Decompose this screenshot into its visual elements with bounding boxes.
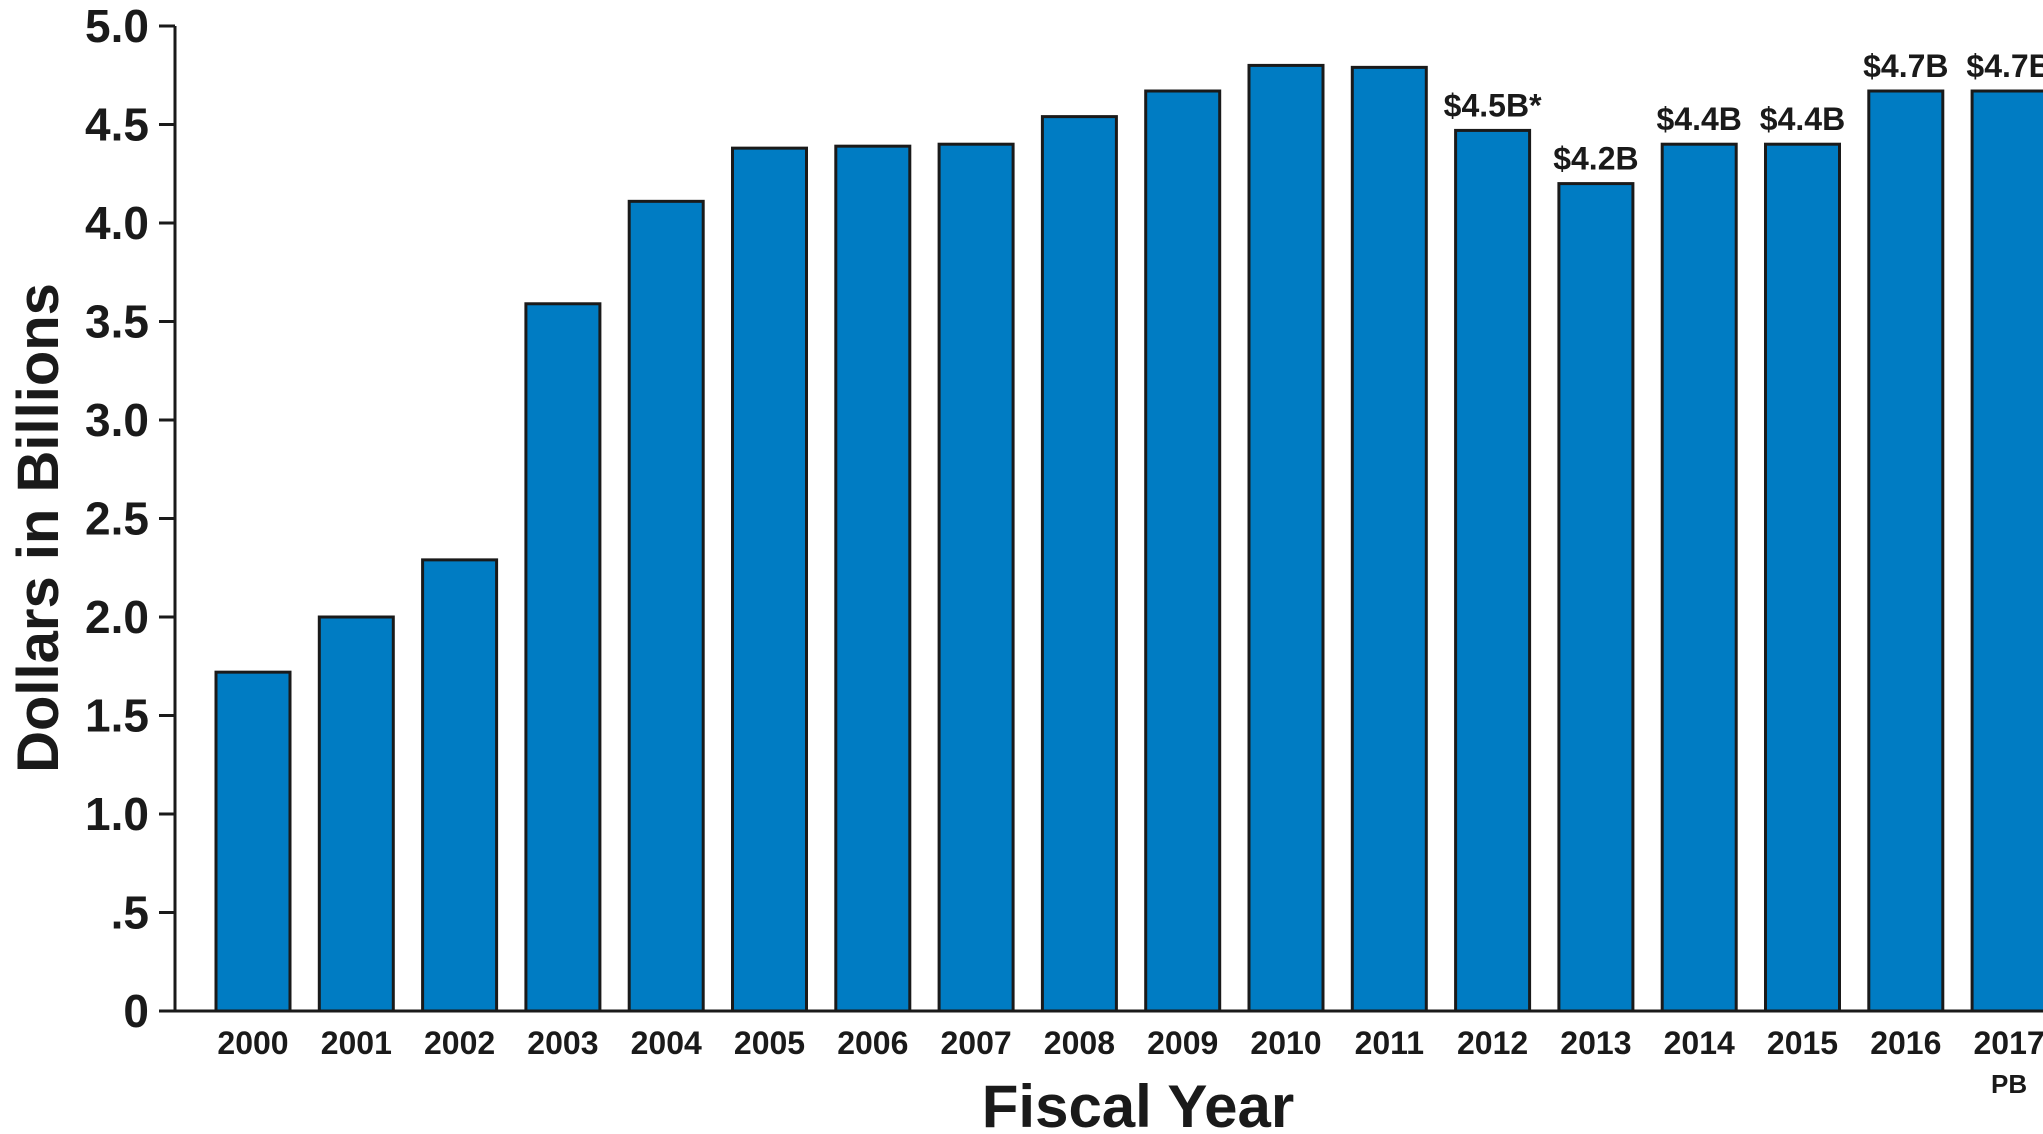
y-axis-title: Dollars in Billions <box>6 283 71 773</box>
x-axis: 2000 2001 2002 2003 2004 2005 2006 2007 2008 2009… <box>175 1009 2043 1099</box>
data-label: $4.2B <box>1553 141 1638 177</box>
bar-2006 <box>834 144 912 1013</box>
x-tick-label: 2008 <box>1044 1025 1115 1061</box>
y-tick-label: 3.0 <box>85 394 149 446</box>
bar-2012 <box>1454 128 1532 1013</box>
x-tick-label: 2010 <box>1250 1025 1321 1061</box>
x-tick-label: 2006 <box>837 1025 908 1061</box>
x-tick-label: 2013 <box>1560 1025 1631 1061</box>
data-label: $4.4B <box>1657 101 1742 137</box>
x-tick-label: 2007 <box>941 1025 1012 1061</box>
y-tick-label: 1.0 <box>85 788 149 840</box>
y-tick-label: .5 <box>111 887 149 939</box>
y-tick-label: 3.5 <box>85 296 149 348</box>
bar-2008 <box>1040 115 1118 1013</box>
x-tick-label: 2002 <box>424 1025 495 1061</box>
bar-2015 <box>1764 142 1841 1013</box>
bar-2013 <box>1557 182 1635 1013</box>
x-tick-label: 2015 <box>1767 1025 1838 1061</box>
x-tick-label: 2011 <box>1355 1025 1424 1061</box>
data-label: $4.5B* <box>1444 87 1542 123</box>
bar-2009 <box>1144 89 1222 1013</box>
x-tick-sublabel: PB <box>1991 1069 2027 1099</box>
x-axis-title: Fiscal Year <box>982 1073 1294 1134</box>
bar-2011 <box>1350 65 1428 1013</box>
x-tick-label: 2017 <box>1974 1025 2043 1061</box>
x-tick-label: 2005 <box>734 1025 805 1061</box>
bar-2002 <box>421 558 499 1013</box>
data-label: $4.7B <box>1966 48 2043 84</box>
y-tick-label: 4.5 <box>85 99 149 151</box>
x-tick-label: 2001 <box>321 1025 392 1061</box>
bar-2000 <box>214 670 292 1013</box>
y-tick-label: 2.0 <box>85 591 149 643</box>
bar-2017 <box>1970 89 2043 1013</box>
bar-2005 <box>731 146 808 1013</box>
y-tick-label: 1.5 <box>85 690 149 742</box>
x-tick-label: 2016 <box>1870 1025 1941 1061</box>
bar-2010 <box>1247 63 1325 1013</box>
y-tick-label: 4.0 <box>85 197 149 249</box>
data-label: $4.7B <box>1863 48 1948 84</box>
y-axis: 0 .5 1.0 1.5 2.0 2.5 3.0 3.5 4.0 4.5 5.0 <box>85 0 177 1037</box>
x-tick-label: 2009 <box>1147 1025 1218 1061</box>
x-tick-label: 2012 <box>1457 1025 1528 1061</box>
bar-2004 <box>627 199 705 1013</box>
y-tick-label: 2.5 <box>85 493 149 545</box>
bar-2016 <box>1867 89 1945 1013</box>
y-tick-label: 0 <box>123 985 149 1037</box>
y-tick-label: 5.0 <box>85 0 149 52</box>
bar-2014 <box>1660 142 1738 1013</box>
bars-group <box>214 63 2043 1013</box>
x-tick-label: 2004 <box>631 1025 702 1061</box>
x-tick-label: 2003 <box>527 1025 598 1061</box>
bar-2003 <box>524 302 602 1013</box>
bar-2007 <box>937 142 1015 1013</box>
bar-2001 <box>317 615 395 1013</box>
x-tick-label: 2014 <box>1664 1025 1735 1061</box>
x-tick-label: 2000 <box>217 1025 288 1061</box>
data-label: $4.4B <box>1760 101 1845 137</box>
data-labels-group: $4.5B* $4.2B $4.4B $4.4B $4.7B $4.7B <box>1444 48 2043 177</box>
